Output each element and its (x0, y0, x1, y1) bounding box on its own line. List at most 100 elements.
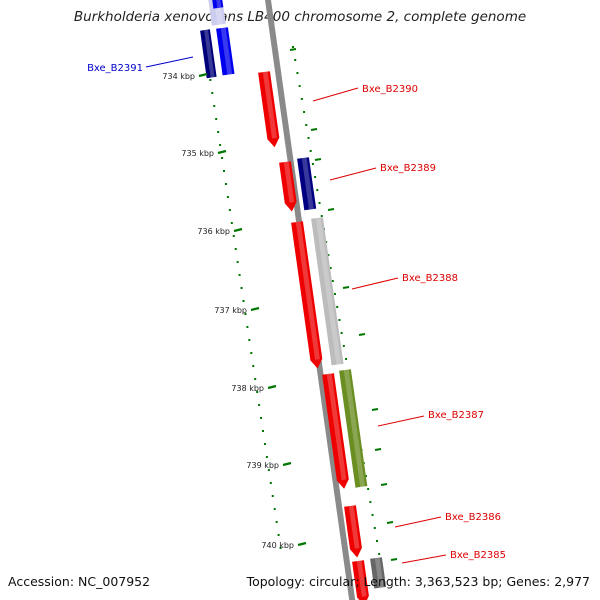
gene-labels: Bxe_B2391 Bxe_B2390 Bxe_B2389 Bxe_B2388 Bxe_… (87, 56, 506, 564)
gc-dot (340, 332, 343, 334)
cds-bxe-b2385[interactable] (352, 560, 369, 600)
cds-bxe-b2386-highlight (348, 505, 360, 549)
scale-tick-label: 740 kbp (261, 541, 294, 550)
gc-dot (269, 482, 272, 484)
cds-bxe-b2390[interactable] (258, 71, 280, 148)
gc-dot (318, 202, 321, 204)
gene-label-leader (145, 56, 194, 68)
gc-dot (256, 391, 259, 393)
scale-tick: 739 kbp (246, 461, 292, 470)
gc-dot (240, 287, 243, 289)
cds-bxe-b2391-dark[interactable] (200, 29, 217, 79)
map-title: Burkholderia xenovorans LB400 chromosome… (73, 9, 527, 25)
gc-dot (338, 319, 341, 321)
gc-dot (217, 131, 220, 133)
cds-outer-navy[interactable] (297, 157, 317, 211)
gc-dot (221, 157, 224, 159)
gc-dash (310, 128, 318, 131)
cds-bxe-b2391-dark-highlight (204, 29, 215, 78)
cds-bxe-b2388[interactable] (291, 221, 323, 369)
gc-dash (358, 333, 366, 336)
gc-dot (371, 514, 374, 516)
gene-label-text: Bxe_B2387 (428, 410, 484, 421)
cds-bxe-b2389[interactable] (279, 161, 297, 212)
gc-dot (248, 339, 251, 341)
gene-label-bxe-b2385[interactable]: Bxe_B2385 (401, 550, 506, 564)
feature-dark-gray-shape (370, 557, 387, 589)
feature-gray-shape (311, 217, 344, 366)
gc-dot (230, 222, 233, 224)
gc-dot (238, 274, 241, 276)
gc-dot (336, 306, 339, 308)
scale-tick-label: 735 kbp (181, 149, 214, 158)
gc-dot (250, 352, 253, 354)
gc-dot (329, 267, 332, 269)
scale-tick-label: 736 kbp (197, 227, 230, 236)
gc-dot (232, 235, 235, 237)
scale-ticks: 734 kbp 735 kbp 736 kbp 737 kbp 738 kbp 739 k… (162, 72, 307, 550)
feature-gray[interactable] (311, 217, 344, 366)
gc-dot (267, 469, 270, 471)
scale-tick-mark (267, 384, 277, 390)
cds-outer-navy-shape (297, 157, 317, 211)
gene-label-leader (401, 554, 447, 564)
gc-dot (303, 111, 306, 113)
gc-dot (309, 150, 312, 152)
gc-dot (364, 475, 367, 477)
gene-label-bxe-b2390[interactable]: Bxe_B2390 (312, 84, 418, 102)
cds-bxe-b2391[interactable] (216, 27, 235, 76)
gc-dot (213, 105, 216, 107)
gc-dot (234, 248, 237, 250)
gc-dash (289, 48, 297, 51)
gene-label-bxe-b2389[interactable]: Bxe_B2389 (329, 163, 436, 181)
gc-dot (369, 501, 372, 503)
cds-bxe-b2387[interactable] (322, 373, 349, 489)
scale-tick: 738 kbp (231, 384, 277, 393)
feature-tracks (200, 0, 387, 600)
gc-dot (345, 358, 348, 360)
scale-tick-mark (198, 72, 208, 78)
gc-dash (380, 483, 388, 486)
gene-label-bxe-b2387[interactable]: Bxe_B2387 (377, 410, 484, 427)
scale-tick: 734 kbp (162, 72, 208, 81)
scale-tick-label: 739 kbp (246, 461, 279, 470)
gc-dot (298, 85, 301, 87)
gc-dot (258, 404, 261, 406)
gene-label-text: Bxe_B2391 (87, 63, 143, 74)
cds-bxe-b2391-top-shape (212, 0, 224, 9)
gene-label-bxe-b2388[interactable]: Bxe_B2388 (351, 273, 458, 290)
gc-dot (305, 124, 308, 126)
feature-dark-gray-highlight (374, 557, 384, 588)
gene-label-leader (394, 516, 442, 528)
scale-tick-mark (233, 227, 243, 233)
cds-bxe-b2390-highlight (262, 71, 277, 139)
gene-label-bxe-b2391[interactable]: Bxe_B2391 (87, 56, 194, 74)
cds-bxe-b2387-shape (322, 373, 349, 489)
gc-dot (327, 254, 330, 256)
gc-dot (228, 209, 231, 211)
gc-dot (209, 79, 212, 81)
gc-dot (314, 176, 317, 178)
cds-bxe-b2388-highlight (295, 221, 320, 360)
scale-tick-label: 737 kbp (214, 306, 247, 315)
cds-bxe-b2389-shape (279, 161, 297, 212)
gc-dot (279, 547, 282, 549)
gc-dot (277, 534, 280, 536)
gene-label-leader (377, 415, 425, 427)
cds-bxe-b2391-top[interactable] (212, 0, 224, 9)
gc-dot (246, 326, 249, 328)
feature-dark-gray[interactable] (370, 557, 387, 589)
gc-dot (367, 488, 370, 490)
feature-olive[interactable] (339, 369, 368, 488)
genes-value: 2,977 (554, 574, 590, 589)
cds-bxe-b2386[interactable] (344, 505, 362, 558)
scale-tick: 740 kbp (261, 541, 307, 550)
topology-label: Topology: (246, 574, 306, 589)
accession-label: Accession: (8, 574, 75, 589)
cds-bxe-b2386-shape (344, 505, 362, 558)
gc-dot (219, 144, 222, 146)
gene-label-bxe-b2386[interactable]: Bxe_B2386 (394, 512, 501, 528)
cds-bxe-b2391-top-highlight (216, 0, 222, 8)
